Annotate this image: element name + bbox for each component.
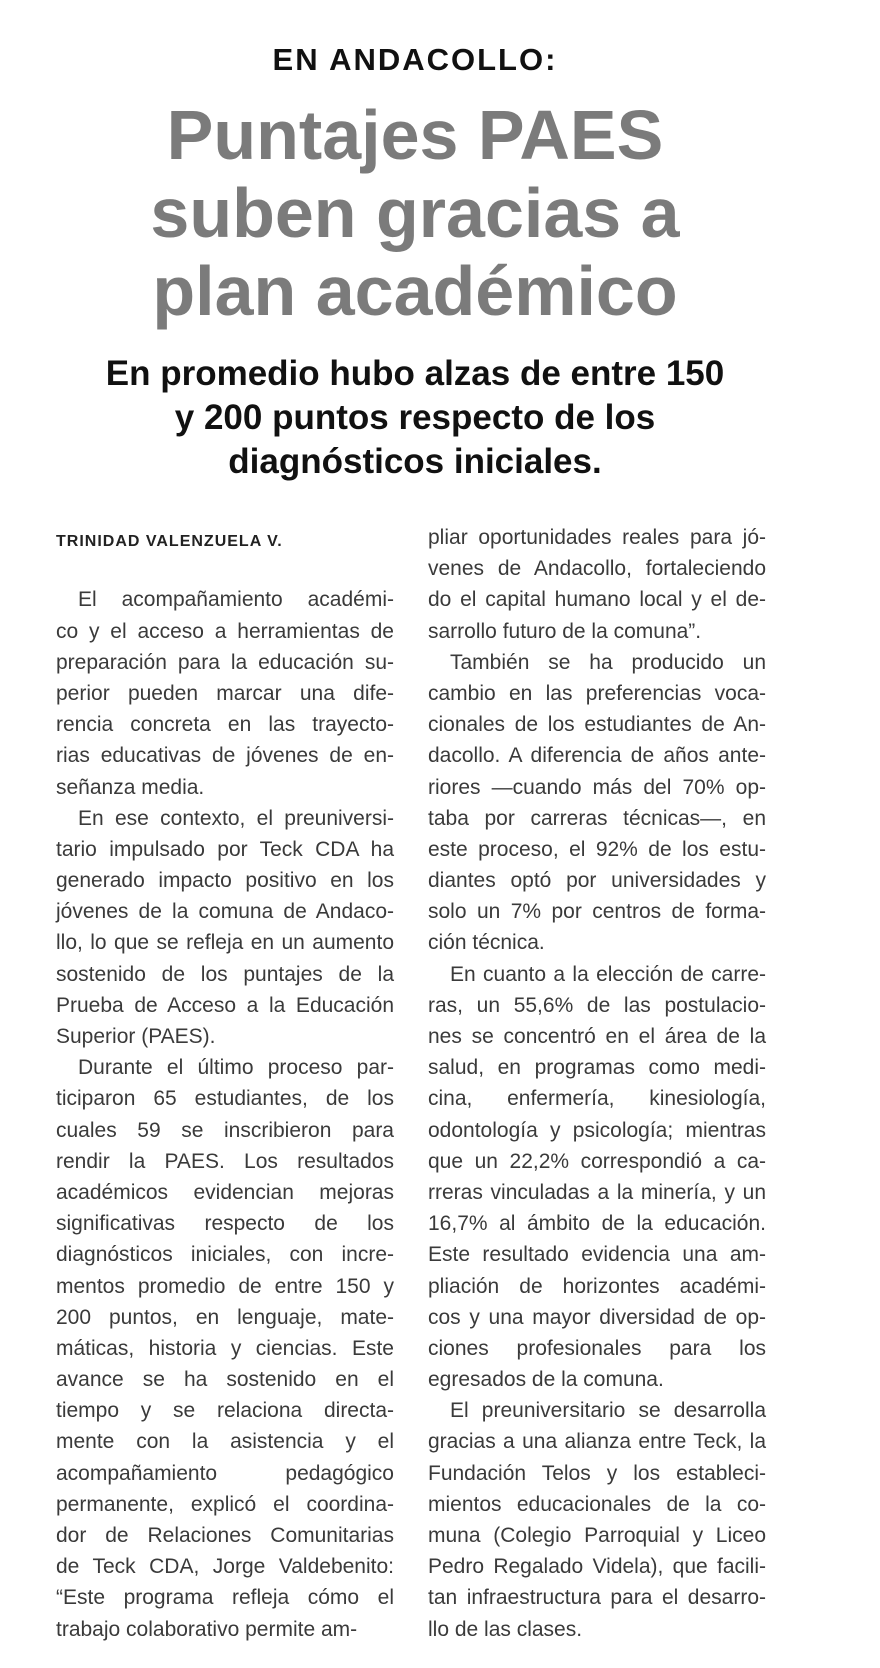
subheadline-line: En promedio hubo alzas de entre 150 (105, 354, 725, 393)
kicker: EN ANDACOLLO: (272, 42, 558, 77)
text-line: pliación de horizontes académi- (428, 1274, 766, 1298)
text-line: dor de Relaciones Comunitarias (56, 1524, 394, 1548)
text-line: trabajo colaborativo permite am- (56, 1617, 358, 1641)
text-line: pliar oportunidades reales para jó- (428, 526, 766, 549)
text-line: sostenido de los puntajes de la (56, 962, 394, 986)
text-line: egresados de la comuna. (428, 1368, 664, 1392)
subheadline-line: y 200 puntos respecto de los (174, 398, 656, 437)
text-line: llo, lo que se refleja en un aumento (56, 931, 394, 955)
text-line: ras, un 55,6% de las postulacio- (428, 993, 766, 1017)
text-line: tario impulsado por Teck CDA ha (56, 837, 394, 861)
text-line: “Este programa refleja cómo el (56, 1586, 394, 1610)
text-line: cina, enfermería, kinesiología, (428, 1087, 766, 1111)
text-line: También se ha producido un (450, 650, 766, 674)
text-line: mente con la asistencia y el (56, 1430, 394, 1454)
text-line: de Teck CDA, Jorge Valdebenito: (56, 1555, 394, 1579)
text-line: El acompañamiento académi- (78, 588, 394, 612)
subheadline: En promedio hubo alzas de entre 150 y 200… (0, 352, 830, 484)
text-line: llo de las clases. (428, 1617, 583, 1641)
text-line: taba por carreras técnicas—, en (428, 806, 766, 830)
text-line: mentos promedio de entre 150 y (56, 1274, 394, 1298)
text-line: mientos educacionales de la co- (428, 1492, 766, 1516)
text-line: rreras vinculadas a la minería, y un (428, 1180, 766, 1204)
text-line: Este resultado evidencia una am- (428, 1243, 766, 1267)
text-line: sarrollo futuro de la comuna”. (428, 619, 702, 643)
text-line: tiempo y se relaciona directa- (56, 1399, 394, 1423)
text-column: El acompañamiento académi-co y el acceso… (56, 522, 394, 1645)
headline-line: plan académico (152, 252, 678, 330)
paragraph: pliar oportunidades reales para jó-venes… (428, 522, 766, 647)
text-line: rendir la PAES. Los resultados (56, 1149, 394, 1173)
text-line: cuales 59 se inscribieron para (56, 1118, 394, 1142)
text-line: nes se concentró en el área de la (428, 1025, 766, 1048)
text-line: muna (Colegio Parroquial y Liceo (428, 1524, 766, 1547)
text-line: do el capital humano local y el de- (428, 588, 766, 612)
text-line: salud, en programas como medi- (428, 1056, 766, 1080)
text-line: tan infraestructura para el desarro- (428, 1586, 766, 1610)
text-line: 16,7% al ámbito de la educación. (428, 1212, 766, 1236)
text-line: gracias a una alianza entre Teck, la (428, 1430, 766, 1454)
headline-line: suben gracias a (150, 174, 680, 252)
byline: TRINIDAD VALENZUELA V. (56, 533, 283, 550)
text-line: El preuniversitario se desarrolla (450, 1399, 766, 1423)
text-line: significativas respecto de los (56, 1212, 394, 1236)
text-line: Durante el último proceso par- (78, 1056, 394, 1080)
text-line: ciones profesionales para los (428, 1336, 766, 1360)
text-line: co y el acceso a herramientas de (56, 619, 394, 643)
headline-line: Puntajes PAES (166, 96, 664, 174)
text-line: acompañamiento pedagógico (56, 1461, 394, 1485)
paragraph: En cuanto a la elección de carre-ras, un… (428, 959, 766, 1396)
paragraph: En ese contexto, el preuniversi-tario im… (56, 803, 394, 1053)
text-line: riores —cuando más del 70% op- (428, 775, 766, 799)
text-line: odontología y psicología; mientras (428, 1118, 766, 1142)
text-line: jóvenes de la comuna de Andaco- (56, 900, 394, 924)
text-line: cos y una mayor diversidad de op- (428, 1305, 766, 1329)
text-line: permanente, explicó el coordina- (56, 1492, 394, 1516)
text-line: Pedro Regalado Videla), que facili- (428, 1555, 766, 1579)
subheadline-line: diagnósticos iniciales. (228, 442, 602, 481)
text-column: pliar oportunidades reales para jó-venes… (428, 522, 766, 1645)
text-line: diantes optó por universidades y (428, 869, 766, 893)
text-line: dacollo. A diferencia de años ante- (428, 744, 766, 768)
paragraph: El acompañamiento académi-co y el acceso… (56, 584, 394, 802)
text-line: ticiparon 65 estudiantes, de los (56, 1087, 394, 1111)
text-line: perior pueden marcar una dife- (56, 681, 394, 705)
text-line: En ese contexto, el preuniversi- (78, 806, 394, 830)
text-line: Superior (PAES). (56, 1025, 216, 1049)
text-line: rencia concreta en las trayecto- (56, 713, 394, 737)
headline: Puntajes PAES suben gracias a plan académi… (0, 96, 830, 330)
text-line: ción técnica. (428, 931, 545, 955)
paragraph: También se ha producido un cambio en las … (428, 647, 766, 959)
text-line: diagnósticos iniciales, con incre- (56, 1243, 394, 1267)
text-line: cionales de los estudiantes de An- (428, 713, 766, 737)
text-line: Prueba de Acceso a la Educación (56, 993, 394, 1017)
text-line: Fundación Telos y los estableci- (428, 1461, 766, 1485)
text-line: avance se ha sostenido en el (56, 1368, 394, 1392)
paragraph: El preuniversitario se desarrolla gracias… (428, 1395, 766, 1645)
text-line: máticas, historia y ciencias. Este (56, 1336, 394, 1360)
text-line: generado impacto positivo en los (56, 869, 394, 893)
text-line: solo un 7% por centros de forma- (428, 900, 766, 924)
text-line: preparación para la educación su- (56, 650, 394, 674)
paragraph: Durante el último proceso par-ticiparon … (56, 1052, 394, 1645)
text-line: cambio en las preferencias voca- (428, 681, 766, 705)
text-line: rias educativas de jóvenes de en- (56, 744, 394, 768)
text-line: este proceso, el 92% de los estu- (428, 837, 766, 861)
text-line: que un 22,2% correspondió a ca- (428, 1149, 766, 1173)
text-line: venes de Andacollo, fortaleciendo (428, 557, 766, 581)
text-line: En cuanto a la elección de carre- (450, 962, 766, 986)
text-line: 200 puntos, en lenguaje, mate- (56, 1305, 394, 1329)
text-line: académicos evidencian mejoras (56, 1180, 394, 1204)
text-line: señanza media. (56, 775, 205, 799)
